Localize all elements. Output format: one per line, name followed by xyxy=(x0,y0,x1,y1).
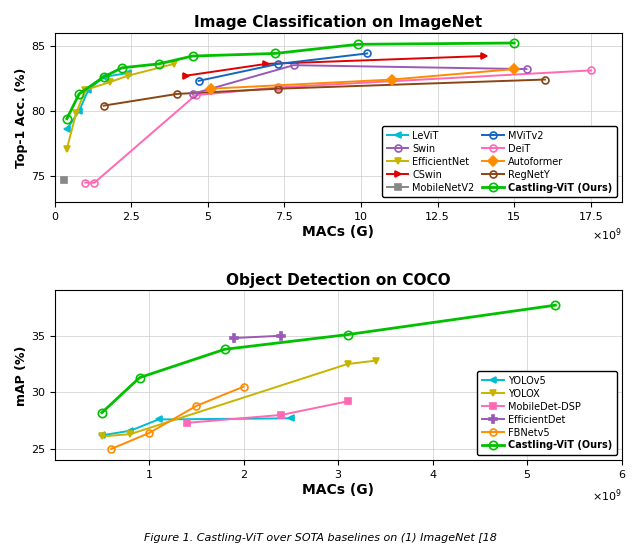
Line: EfficientNet: EfficientNet xyxy=(63,60,178,152)
Castling-ViT (Ours) xyxy=(76,91,83,97)
RegNetY xyxy=(541,76,548,83)
Line: EfficientDet: EfficientDet xyxy=(230,332,285,342)
EfficientNet xyxy=(124,72,132,79)
Swin xyxy=(189,91,196,97)
EfficientDet xyxy=(278,332,285,339)
Y-axis label: mAP (%): mAP (%) xyxy=(15,345,28,405)
RegNetY xyxy=(275,85,282,92)
EfficientNet xyxy=(72,110,80,117)
LeViT xyxy=(84,86,92,93)
LeViT xyxy=(63,126,71,132)
MViTv2 xyxy=(275,60,282,67)
X-axis label: MACs (G): MACs (G) xyxy=(302,225,374,239)
YOLOv5 xyxy=(98,432,106,438)
Line: Autoformer: Autoformer xyxy=(207,66,518,92)
YOLOX xyxy=(98,433,106,440)
Autoformer xyxy=(207,85,215,92)
CSwin xyxy=(480,53,488,59)
Line: Castling-ViT (Ours): Castling-ViT (Ours) xyxy=(63,39,518,123)
Castling-ViT (Ours) xyxy=(221,346,228,353)
Castling-ViT (Ours) xyxy=(354,41,362,47)
DeiT xyxy=(81,180,89,186)
YOLOv5 xyxy=(287,415,294,422)
EfficientNet xyxy=(170,60,178,67)
EfficientNet xyxy=(81,86,89,93)
Line: DeiT: DeiT xyxy=(82,67,595,186)
Castling-ViT (Ours) xyxy=(98,410,106,416)
Castling-ViT (Ours) xyxy=(189,53,196,59)
DeiT xyxy=(587,67,595,73)
YOLOX xyxy=(344,361,351,367)
EfficientNet xyxy=(106,79,114,85)
Castling-ViT (Ours) xyxy=(271,50,279,57)
MViTv2 xyxy=(364,50,371,57)
YOLOv5 xyxy=(155,416,163,423)
X-axis label: MACs (G): MACs (G) xyxy=(302,483,374,497)
Castling-ViT (Ours) xyxy=(511,40,518,46)
Legend: YOLOv5, YOLOX, MobileDet-DSP, EfficientDet, FBNetv5, Castling-ViT (Ours): YOLOv5, YOLOX, MobileDet-DSP, EfficientD… xyxy=(477,371,616,455)
Line: MViTv2: MViTv2 xyxy=(195,50,371,84)
CSwin xyxy=(182,72,190,79)
RegNetY xyxy=(173,91,181,97)
DeiT xyxy=(275,84,282,91)
FBNetv5 xyxy=(145,430,153,436)
LeViT xyxy=(124,70,132,76)
Line: RegNetY: RegNetY xyxy=(100,76,548,109)
EfficientDet xyxy=(230,335,238,341)
MViTv2 xyxy=(195,78,202,84)
YOLOv5 xyxy=(126,428,134,434)
MobileDet-DSP xyxy=(344,398,351,405)
Autoformer xyxy=(388,76,396,83)
Legend: LeViT, Swin, EfficientNet, CSwin, MobileNetV2, MViTv2, DeiT, Autoformer, RegNetY: LeViT, Swin, EfficientNet, CSwin, Mobile… xyxy=(382,126,616,197)
Line: MobileDet-DSP: MobileDet-DSP xyxy=(184,398,351,426)
Y-axis label: Top-1 Acc. (%): Top-1 Acc. (%) xyxy=(15,67,28,168)
Line: LeViT: LeViT xyxy=(63,70,132,133)
YOLOX xyxy=(372,357,380,364)
Title: Object Detection on COCO: Object Detection on COCO xyxy=(226,273,451,288)
Line: Castling-ViT (Ours): Castling-ViT (Ours) xyxy=(98,301,559,417)
EfficientNet xyxy=(63,145,71,152)
Castling-ViT (Ours) xyxy=(136,374,143,381)
Castling-ViT (Ours) xyxy=(344,331,351,338)
FBNetv5 xyxy=(193,403,200,409)
Line: FBNetv5: FBNetv5 xyxy=(108,383,247,452)
Castling-ViT (Ours) xyxy=(118,65,126,71)
MobileDet-DSP xyxy=(183,419,191,426)
RegNetY xyxy=(100,102,108,109)
Text: $\times10^9$: $\times10^9$ xyxy=(591,226,621,243)
LeViT xyxy=(76,108,83,114)
YOLOX xyxy=(126,431,134,437)
Line: YOLOX: YOLOX xyxy=(99,357,380,440)
Line: YOLOv5: YOLOv5 xyxy=(99,415,294,439)
Castling-ViT (Ours) xyxy=(100,73,108,80)
FBNetv5 xyxy=(108,446,115,452)
DeiT xyxy=(91,180,99,186)
Text: Figure 1. Castling-ViT over SOTA baselines on (1) ImageNet [18: Figure 1. Castling-ViT over SOTA baselin… xyxy=(143,533,497,543)
Swin xyxy=(523,66,531,72)
Castling-ViT (Ours) xyxy=(552,302,559,308)
Castling-ViT (Ours) xyxy=(63,115,71,122)
Line: CSwin: CSwin xyxy=(183,53,487,79)
Text: $\times10^9$: $\times10^9$ xyxy=(591,487,621,504)
LeViT xyxy=(100,73,108,80)
Castling-ViT (Ours) xyxy=(155,60,163,67)
Swin xyxy=(290,62,298,69)
Line: Swin: Swin xyxy=(189,61,530,97)
MobileDet-DSP xyxy=(278,412,285,418)
CSwin xyxy=(262,60,270,67)
DeiT xyxy=(192,92,200,98)
Autoformer xyxy=(511,66,518,72)
Title: Image Classification on ImageNet: Image Classification on ImageNet xyxy=(194,15,482,30)
FBNetv5 xyxy=(240,384,248,390)
